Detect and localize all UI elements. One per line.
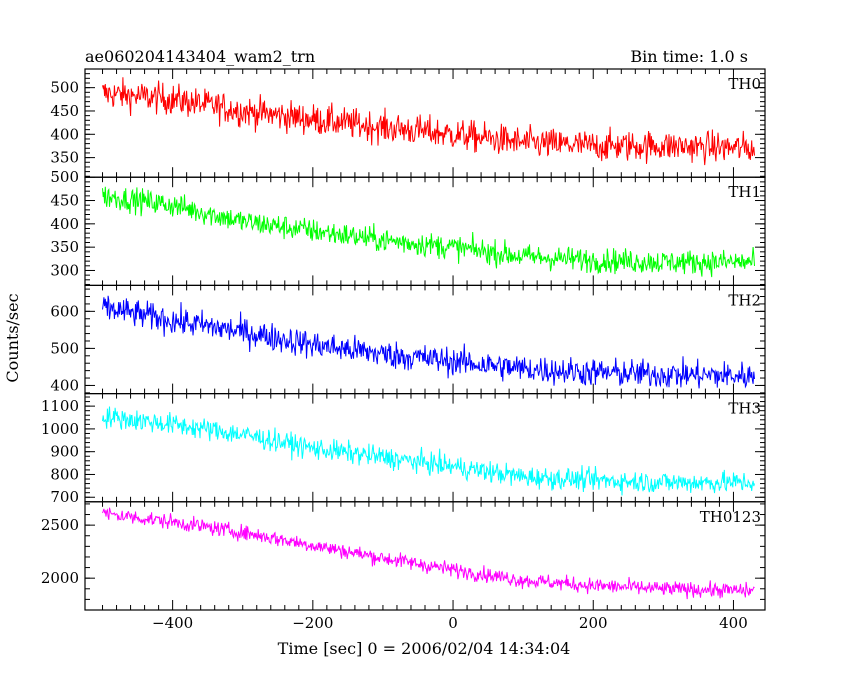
panel-label-th2: TH2 [728,291,761,309]
y-tick-label: 400 [50,125,79,143]
y-tick-label: 600 [50,302,79,320]
panel-frame-th3 [84,393,766,503]
y-tick-label: 2000 [41,569,79,587]
y-tick-label: 400 [50,376,79,394]
x-tick-label: 0 [448,614,458,632]
y-tick-label: 900 [50,443,79,461]
panel-frame-th1 [84,176,766,286]
y-tick-label: 700 [50,488,79,506]
series-line-th1 [102,186,755,278]
chart-title: ae060204143404_wam2_trn [85,47,315,66]
x-tick-label: −200 [292,614,333,632]
panel-label-th0123: TH0123 [700,508,761,526]
panel-label-th3: TH3 [728,400,761,418]
series-line-th3 [102,406,755,496]
series-line-th0 [102,77,755,166]
y-tick-label: 450 [50,102,79,120]
y-tick-label: 2500 [41,516,79,534]
x-tick-label: −400 [152,614,193,632]
panels-group: TH0 350 400 450 500 TH1 300 350 400 450 500 TH2 400 5… [41,68,766,632]
panel-label-th1: TH1 [728,183,761,201]
y-tick-label: 1000 [41,420,79,438]
x-tick-label: 400 [719,614,748,632]
y-tick-label: 800 [50,465,79,483]
x-axis-title: Time [sec] 0 = 2006/02/04 14:34:04 [278,639,571,658]
y-tick-label: 450 [50,192,79,210]
y-tick-label: 350 [50,238,79,256]
y-tick-label: 400 [50,215,79,233]
panel-label-th0: TH0 [728,75,761,93]
y-tick-label: 500 [50,168,79,186]
y-axis-title: Counts/sec [3,293,22,382]
y-tick-label: 300 [50,261,79,279]
y-tick-label: 500 [50,339,79,357]
series-line-th0123 [102,507,755,600]
y-tick-label: 350 [50,149,79,167]
bin-time-label: Bin time: 1.0 s [630,47,748,66]
y-tick-label: 500 [50,79,79,97]
y-tick-label: 1100 [41,397,79,415]
x-tick-label: 200 [579,614,608,632]
series-line-th2 [102,295,755,389]
